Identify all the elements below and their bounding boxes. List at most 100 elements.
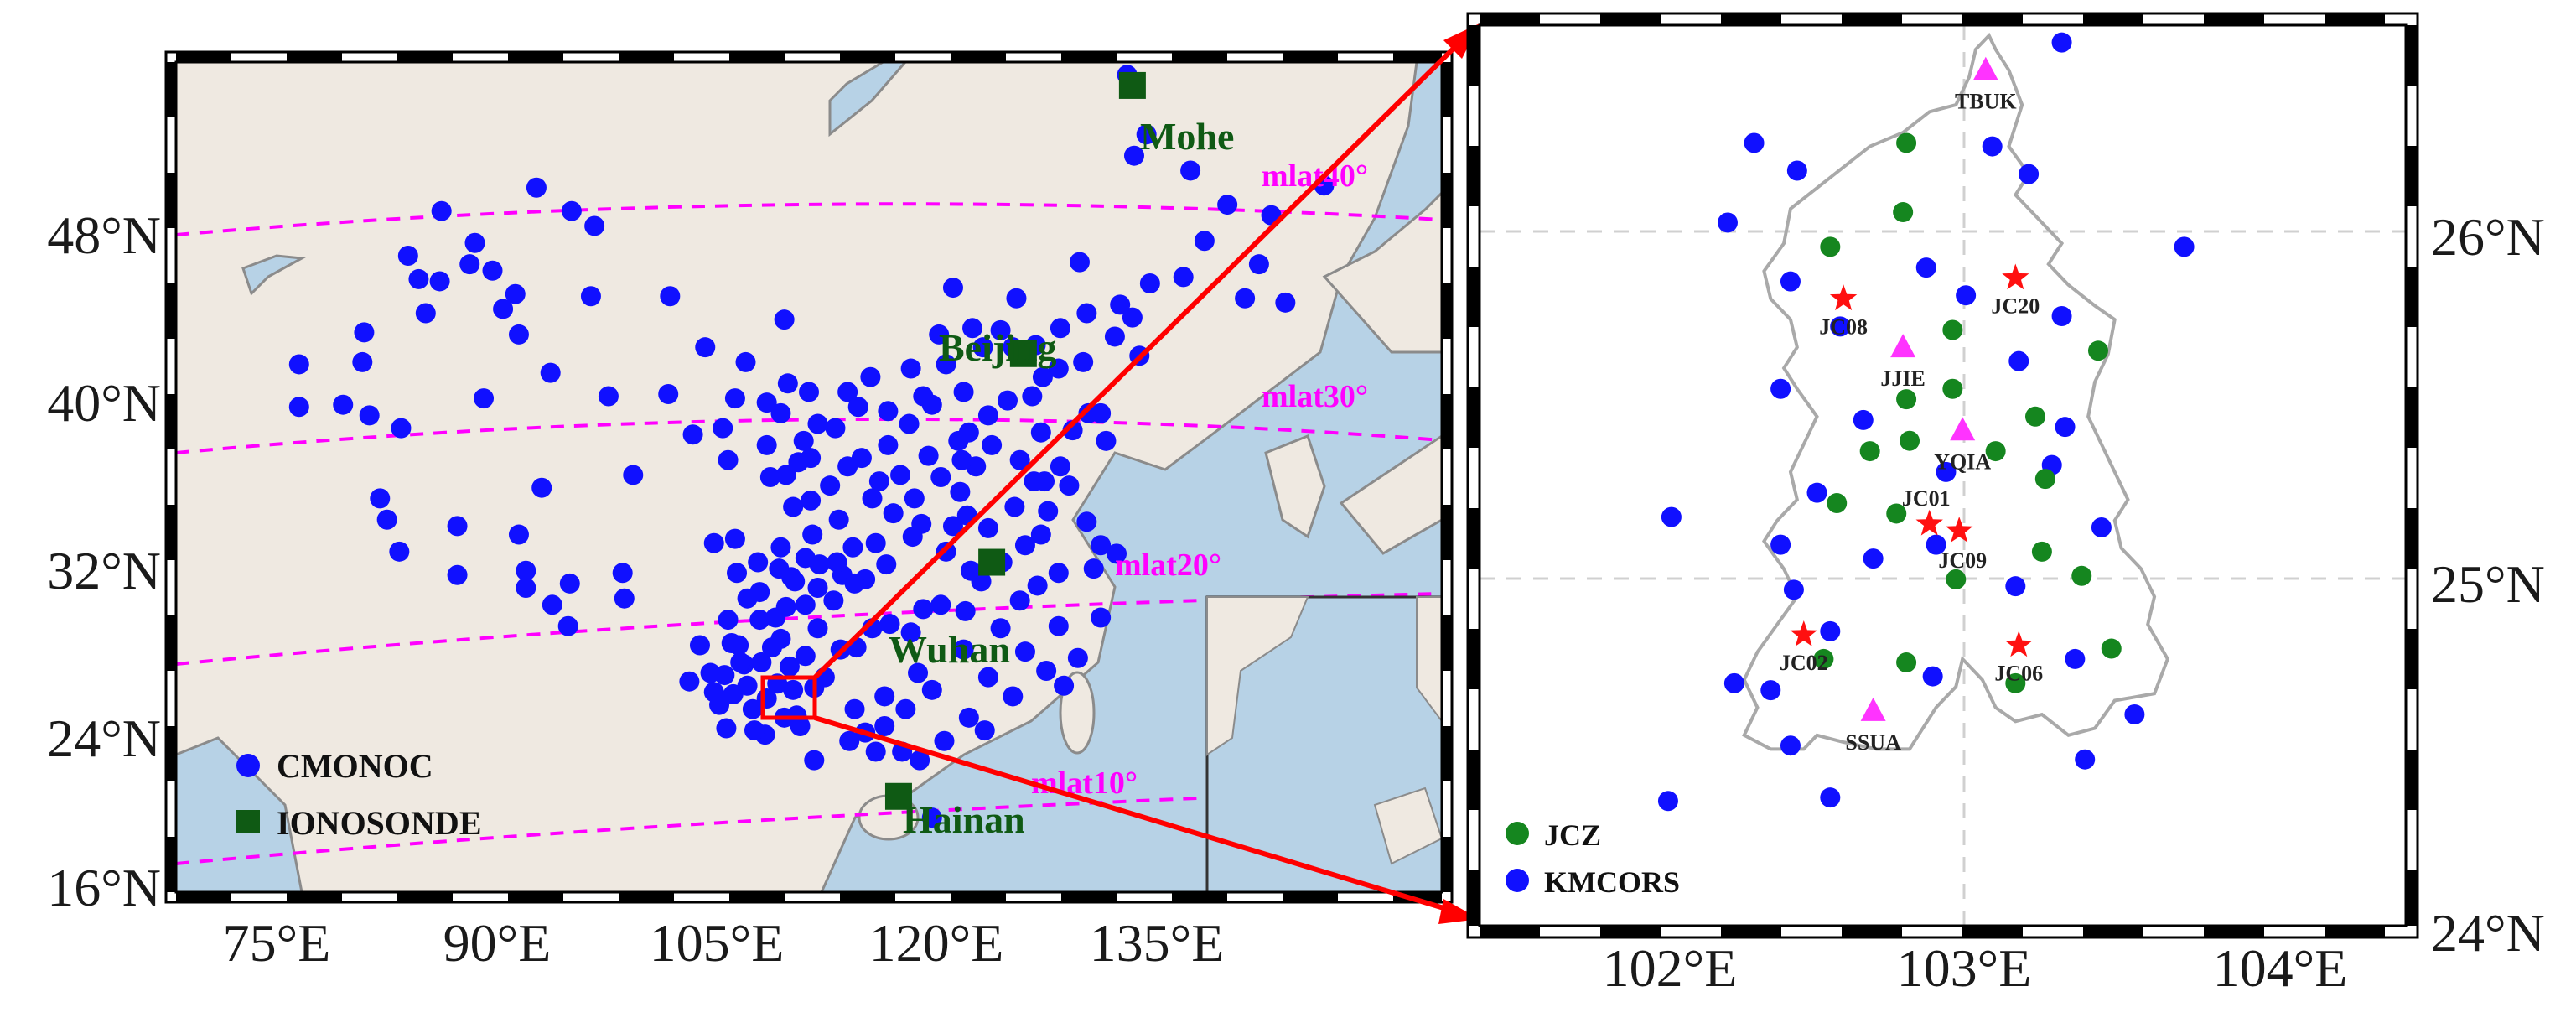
kmcors-point <box>2055 417 2076 438</box>
y-tick: 16°N <box>47 858 161 917</box>
cmonoc-point <box>777 373 798 394</box>
cmonoc-point <box>1014 641 1035 662</box>
cmonoc-point <box>737 675 758 696</box>
cmonoc-point <box>837 382 858 402</box>
kmcors-stations <box>1657 32 2195 812</box>
mlat-label: mlat30° <box>1262 379 1368 414</box>
jcz-point <box>2005 672 2026 693</box>
cmonoc-point <box>809 554 830 575</box>
cmonoc-point <box>953 639 974 660</box>
cmonoc-point <box>1123 145 1144 166</box>
cmonoc-point <box>1122 307 1143 328</box>
legend-ionosonde-label: IONOSONDE <box>277 804 482 842</box>
kmcors-point <box>2051 32 2072 53</box>
cmonoc-point <box>333 394 354 415</box>
left-x-ticks: 75°E 90°E 105°E 120°E 135°E <box>223 913 1225 973</box>
kmcors-point <box>1922 666 1943 687</box>
cmonoc-point <box>802 524 823 545</box>
cmonoc-point <box>1048 563 1069 584</box>
cmonoc-point <box>1139 273 1160 293</box>
ionosonde-marker <box>1009 340 1037 367</box>
cmonoc-point <box>756 434 777 455</box>
cmonoc-point <box>1067 647 1088 668</box>
cmonoc-stations <box>288 65 1335 828</box>
cmonoc-point <box>724 528 745 549</box>
mlat-label: mlat10° <box>1031 766 1138 801</box>
kmcors-point <box>2065 648 2086 669</box>
cmonoc-point <box>505 283 526 304</box>
cmonoc-point <box>658 384 679 404</box>
cmonoc-point <box>779 656 800 677</box>
kmcors-point <box>1820 787 1841 808</box>
cmonoc-point <box>921 679 942 700</box>
x-tick: 120°E <box>869 913 1004 973</box>
x-tick: 90°E <box>443 913 552 973</box>
cmonoc-point <box>1180 160 1201 181</box>
cmonoc-point <box>1059 475 1080 496</box>
cmonoc-point <box>904 488 925 509</box>
study-area-box <box>760 675 817 720</box>
cmonoc-point <box>929 324 950 345</box>
cmonoc-point <box>742 698 763 719</box>
cmonoc-point <box>1004 496 1025 517</box>
cmonoc-point <box>408 268 429 289</box>
cmonoc-point <box>709 694 730 715</box>
jcz-point <box>1896 389 1917 410</box>
cmonoc-point <box>783 496 804 517</box>
cmonoc-point <box>868 471 889 492</box>
cmonoc-point <box>860 366 881 387</box>
cmonoc-point <box>1275 292 1296 313</box>
cmonoc-point <box>1003 686 1024 707</box>
triangle-stations: TBUK JJIE YQIA SSUA <box>1845 56 2017 755</box>
y-tick: 24°N <box>2431 903 2545 963</box>
jcz-point <box>2087 340 2108 361</box>
cmonoc-point <box>883 503 904 524</box>
legend-kmcors-icon <box>1506 869 1529 892</box>
legend-cmonoc-label: CMONOC <box>277 747 433 785</box>
x-tick: 102°E <box>1603 938 1738 998</box>
star-station-label: JC20 <box>1991 294 2040 319</box>
cmonoc-point <box>862 488 883 509</box>
cmonoc-point <box>908 662 929 683</box>
cmonoc-point <box>1110 294 1131 315</box>
kmcors-point <box>1863 548 1884 569</box>
cmonoc-point <box>580 286 601 307</box>
jcz-point <box>1942 378 1963 399</box>
legend-jcz-icon <box>1506 822 1529 845</box>
cmonoc-point <box>876 554 897 575</box>
cmonoc-point <box>977 667 998 688</box>
cmonoc-point <box>804 750 825 771</box>
cmonoc-point <box>807 578 828 598</box>
y-tick: 40°N <box>47 373 161 433</box>
jcz-point <box>1900 430 1920 451</box>
cmonoc-point <box>1048 358 1069 379</box>
triangle-station-label: SSUA <box>1845 730 1901 755</box>
jcz-point <box>1859 441 1880 462</box>
kmcors-point <box>2091 517 2112 537</box>
x-tick: 75°E <box>223 913 331 973</box>
cmonoc-point <box>689 635 710 656</box>
cmonoc-point <box>950 481 971 502</box>
cmonoc-point <box>1096 430 1117 451</box>
ionosonde-label: Hainan <box>903 798 1025 841</box>
jcz-point <box>1896 652 1917 673</box>
triangle-station-marker <box>1890 334 1916 358</box>
cmonoc-point <box>874 716 895 736</box>
cmonoc-point <box>827 552 847 573</box>
cmonoc-point <box>795 646 816 667</box>
cmonoc-point <box>1107 543 1127 564</box>
kmcors-point <box>1926 534 1946 555</box>
right-x-ticks: 102°E 103°E 104°E <box>1603 938 2348 998</box>
cmonoc-point <box>526 177 547 198</box>
x-tick: 135°E <box>1090 913 1225 973</box>
cmonoc-point <box>930 594 951 615</box>
cmonoc-point <box>721 633 742 653</box>
x-tick: 104°E <box>2213 938 2348 998</box>
cmonoc-point <box>997 390 1018 411</box>
cmonoc-point <box>703 532 724 553</box>
cmonoc-point <box>770 402 791 423</box>
cmonoc-point <box>874 686 895 707</box>
ionosonde-stations <box>884 71 1146 810</box>
